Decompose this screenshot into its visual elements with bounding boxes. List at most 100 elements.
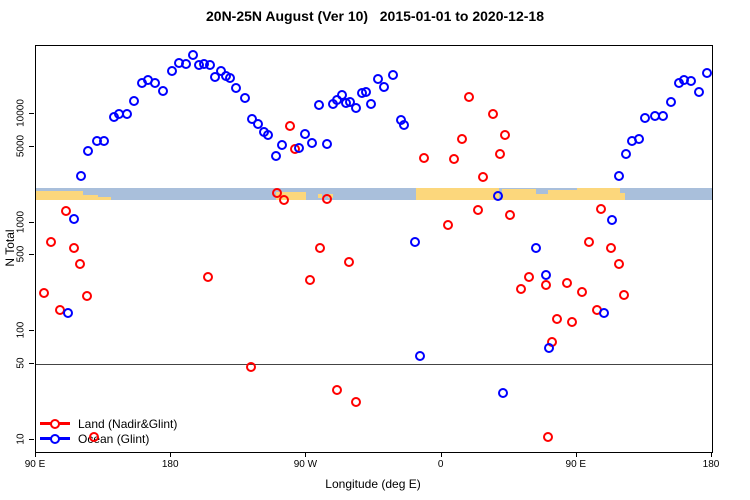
data-point <box>68 242 79 253</box>
data-point <box>263 129 274 140</box>
data-point <box>239 92 250 103</box>
data-point <box>640 113 651 124</box>
y-tick <box>29 221 34 223</box>
data-point <box>561 277 572 288</box>
reference-line-50 <box>36 364 712 366</box>
data-point <box>530 243 541 254</box>
data-point <box>129 96 140 107</box>
data-point <box>495 148 506 159</box>
data-point <box>166 65 177 76</box>
y-axis-label: N Total <box>3 229 17 267</box>
data-point <box>69 214 80 225</box>
data-point <box>541 279 551 290</box>
data-point <box>665 96 676 107</box>
data-point <box>505 209 516 220</box>
data-point <box>365 98 376 109</box>
data-point <box>300 128 311 139</box>
data-point <box>487 108 498 119</box>
y-tick-label: 10000 <box>15 98 27 127</box>
land-patch <box>502 188 537 200</box>
data-point <box>492 190 503 201</box>
y-tick-label: 50 <box>15 357 27 369</box>
x-tick <box>305 452 307 457</box>
data-point <box>497 388 508 399</box>
data-point <box>204 59 215 70</box>
data-point <box>567 317 578 328</box>
land-series-symbol <box>40 418 70 429</box>
land-patch <box>317 193 323 199</box>
y-tick <box>29 254 34 256</box>
land-patch <box>576 187 621 200</box>
land-patch <box>536 194 549 200</box>
ocean-circle-icon <box>50 433 60 444</box>
x-tick <box>440 452 442 457</box>
world-map-strip <box>36 187 712 200</box>
data-point <box>210 71 221 82</box>
data-point <box>499 130 510 141</box>
data-point <box>188 49 199 60</box>
data-point <box>595 204 606 215</box>
data-point <box>82 291 93 302</box>
data-point <box>523 271 534 282</box>
data-point <box>686 75 697 86</box>
data-point <box>606 242 617 253</box>
data-point <box>378 81 389 92</box>
data-point <box>321 138 332 149</box>
legend-label-land: Land (Nadir&Glint) <box>78 416 178 431</box>
land-patch <box>36 191 83 200</box>
chart-title: 20N-25N August (Ver 10) 2015-01-01 to 20… <box>206 8 544 24</box>
data-point <box>607 214 618 225</box>
data-point <box>577 286 588 297</box>
data-point <box>657 110 668 121</box>
data-point <box>306 137 317 148</box>
data-point <box>619 290 630 301</box>
data-point <box>276 139 287 150</box>
data-point <box>410 236 421 247</box>
data-point <box>442 220 453 231</box>
data-point <box>516 284 527 295</box>
data-point <box>372 74 383 85</box>
data-point <box>88 432 99 443</box>
data-point <box>542 432 553 443</box>
data-point <box>418 153 429 164</box>
data-point <box>61 205 72 216</box>
x-tick <box>35 452 36 457</box>
data-point <box>98 135 109 146</box>
data-point <box>472 204 483 215</box>
data-point <box>361 86 372 97</box>
data-point <box>621 148 632 159</box>
data-point <box>457 134 468 145</box>
x-tick-label: 90 E <box>565 459 587 470</box>
data-point <box>599 307 610 318</box>
x-tick-label: 180 <box>702 459 720 470</box>
data-point <box>82 145 93 156</box>
data-point <box>344 257 355 268</box>
legend-item-land: Land (Nadir&Glint) <box>40 416 177 431</box>
y-tick-label: 10 <box>15 433 27 445</box>
data-point <box>387 69 398 80</box>
land-patch <box>97 197 112 200</box>
y-tick-label: 1000 <box>15 210 27 233</box>
data-point <box>75 259 86 270</box>
data-point <box>181 59 192 70</box>
data-point <box>613 259 624 270</box>
data-point <box>149 77 160 88</box>
plot-area: Land (Nadir&Glint) Ocean (Glint) <box>35 45 713 453</box>
data-point <box>541 270 551 281</box>
x-tick-label: 180 <box>161 459 179 470</box>
y-tick <box>29 112 34 114</box>
data-point <box>294 143 305 154</box>
data-point <box>314 99 325 110</box>
y-tick <box>29 145 34 147</box>
land-patch <box>548 189 577 200</box>
data-point <box>477 171 488 182</box>
data-point <box>278 194 289 205</box>
data-point <box>62 308 73 319</box>
data-point <box>202 271 213 282</box>
data-point <box>694 86 705 97</box>
data-point <box>613 170 624 181</box>
data-point <box>271 150 282 161</box>
data-point <box>583 236 594 247</box>
legend: Land (Nadir&Glint) Ocean (Glint) <box>40 416 177 446</box>
